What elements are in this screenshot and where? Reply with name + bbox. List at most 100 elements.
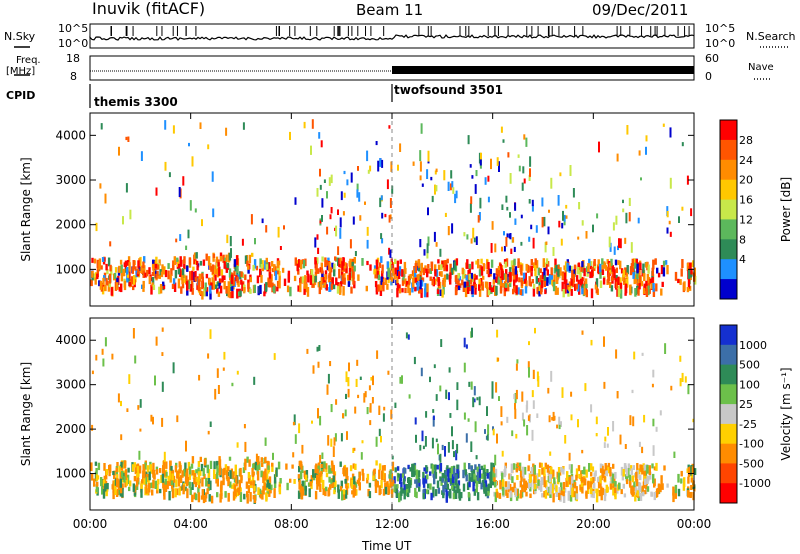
scatter-cell <box>616 289 619 297</box>
scatter-cell <box>467 418 470 422</box>
scatter-cell <box>236 442 239 448</box>
scatter-cell <box>546 464 550 473</box>
scatter-cell <box>417 273 420 281</box>
scatter-cell <box>512 463 516 470</box>
scatter-cell <box>640 280 644 287</box>
scatter-cell <box>538 285 541 292</box>
scatter-cell <box>382 488 386 496</box>
scatter-cell <box>329 484 332 490</box>
scatter-cell <box>227 492 230 502</box>
scatter-cell <box>447 442 450 453</box>
scatter-cell <box>643 414 646 423</box>
scatter-cell <box>399 491 402 501</box>
scatter-cell <box>331 278 334 284</box>
scatter-cell <box>318 345 321 351</box>
scatter-cell <box>143 468 146 479</box>
colorbar-swatch <box>720 279 737 300</box>
scatter-cell <box>672 492 675 503</box>
scatter-cell <box>336 286 340 294</box>
scatter-cell <box>632 416 635 427</box>
scatter-cell <box>142 261 145 269</box>
scatter-cell <box>358 192 361 202</box>
scatter-cell <box>451 474 455 484</box>
scatter-cell <box>429 276 432 281</box>
scatter-cell <box>309 481 312 487</box>
scatter-cell <box>142 464 145 474</box>
scatter-cell <box>133 462 137 468</box>
y-axis-title: Slant Range [km] <box>19 157 33 261</box>
scatter-cell <box>390 488 394 498</box>
scatter-cell <box>179 256 182 266</box>
scatter-cell <box>561 281 564 292</box>
scatter-cell <box>140 488 143 498</box>
scatter-cell <box>120 400 122 407</box>
scatter-cell <box>381 470 384 480</box>
scatter-cell <box>575 493 579 500</box>
scatter-cell <box>532 288 536 297</box>
scatter-cell <box>210 495 214 504</box>
scatter-cell <box>119 478 122 488</box>
scatter-cell <box>623 493 627 498</box>
scatter-cell <box>601 465 604 476</box>
scatter-cell <box>137 405 140 410</box>
scatter-cell <box>585 490 588 499</box>
scatter-cell <box>502 139 505 143</box>
scatter-cell <box>342 264 346 272</box>
scatter-cell <box>220 482 223 489</box>
scatter-cell <box>116 462 119 467</box>
scatter-cell <box>503 259 507 264</box>
scatter-cell <box>209 480 212 491</box>
scatter-cell <box>455 450 458 461</box>
scatter-cell <box>459 283 462 288</box>
scatter-cell <box>442 492 445 499</box>
scatter-cell <box>120 264 123 274</box>
scatter-cell <box>585 283 588 289</box>
colorbar-swatch <box>720 199 737 220</box>
scatter-cell <box>343 466 346 477</box>
scatter-cell <box>384 486 388 495</box>
scatter-cell <box>639 464 642 471</box>
scatter-cell <box>566 262 569 272</box>
scatter-cell <box>310 269 314 275</box>
scatter-cell <box>172 125 175 134</box>
scatter-cell <box>105 469 108 476</box>
scatter-cell <box>633 275 636 285</box>
scatter-cell <box>122 216 124 225</box>
scatter-cell <box>120 273 124 282</box>
scatter-cell <box>505 237 508 247</box>
scatter-cell <box>314 490 318 500</box>
scatter-cell <box>200 463 204 472</box>
scatter-cell <box>494 480 497 488</box>
scatter-cell <box>138 465 142 474</box>
scatter-cell <box>160 475 163 484</box>
scatter-cell <box>250 214 253 225</box>
scatter-cell <box>589 264 593 270</box>
scatter-cell <box>111 353 114 360</box>
scatter-cell <box>687 279 691 289</box>
nave-tick-top: 60 <box>705 52 719 65</box>
scatter-cell <box>604 463 607 472</box>
scatter-cell <box>298 479 301 490</box>
scatter-cell <box>568 287 571 292</box>
scatter-cell <box>212 280 216 290</box>
scatter-cell <box>546 277 549 286</box>
scatter-cell <box>91 257 94 263</box>
scatter-cell <box>353 476 356 485</box>
scatter-cell <box>451 223 454 234</box>
scatter-cell <box>277 461 281 470</box>
scatter-cell <box>327 435 330 446</box>
scatter-cell <box>521 484 524 492</box>
scatter-cell <box>263 482 267 491</box>
scatter-cell <box>404 278 407 285</box>
scatter-cell <box>590 463 593 471</box>
scatter-cell <box>443 274 447 283</box>
scatter-cell <box>478 152 481 164</box>
scatter-cell <box>350 286 353 294</box>
scatter-cell <box>662 260 666 267</box>
scatter-cell <box>687 467 691 477</box>
scatter-cell <box>502 283 505 288</box>
scatter-cell <box>374 281 378 288</box>
scatter-cell <box>179 465 182 472</box>
scatter-cell <box>637 482 641 492</box>
scatter-cell <box>527 415 530 421</box>
